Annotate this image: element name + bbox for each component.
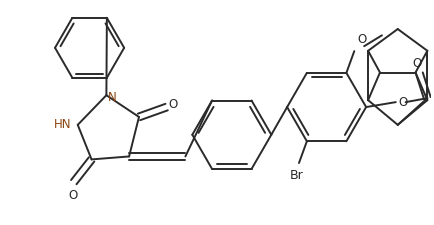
Text: Br: Br	[290, 169, 304, 182]
Text: O: O	[357, 33, 366, 46]
Text: O: O	[399, 96, 408, 109]
Text: HN: HN	[54, 118, 72, 131]
Text: O: O	[168, 98, 178, 111]
Text: O: O	[68, 189, 77, 202]
Text: O: O	[413, 56, 422, 70]
Text: N: N	[108, 91, 117, 104]
